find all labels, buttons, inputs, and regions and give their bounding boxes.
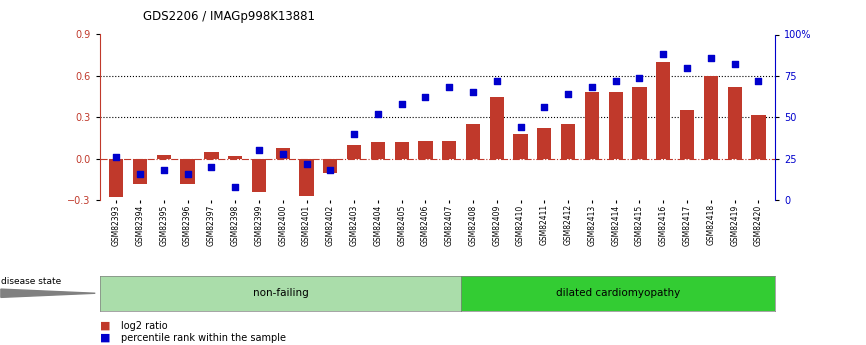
Bar xyxy=(157,155,171,159)
Text: non-failing: non-failing xyxy=(253,288,308,298)
Text: dilated cardiomyopathy: dilated cardiomyopathy xyxy=(556,288,681,298)
Point xyxy=(109,154,123,160)
Point xyxy=(229,184,242,190)
Point xyxy=(514,125,527,130)
Point xyxy=(656,52,670,57)
Point xyxy=(752,78,766,83)
Polygon shape xyxy=(1,289,95,297)
Point xyxy=(490,78,504,83)
Bar xyxy=(300,159,313,196)
Point xyxy=(418,95,432,100)
Bar xyxy=(609,92,623,159)
Bar xyxy=(204,152,218,159)
Point xyxy=(157,168,171,173)
Bar xyxy=(252,159,266,192)
Bar xyxy=(680,110,695,159)
Point xyxy=(133,171,147,176)
Point xyxy=(252,148,266,153)
Point xyxy=(347,131,361,137)
Point xyxy=(275,151,289,157)
Bar xyxy=(228,156,242,159)
Bar xyxy=(132,159,147,184)
Bar xyxy=(466,124,480,159)
Point xyxy=(727,61,741,67)
Bar xyxy=(561,124,575,159)
Bar xyxy=(727,87,742,159)
Text: percentile rank within the sample: percentile rank within the sample xyxy=(121,333,287,343)
Bar xyxy=(395,142,409,159)
Text: GDS2206 / IMAGp998K13881: GDS2206 / IMAGp998K13881 xyxy=(143,10,315,23)
Bar xyxy=(704,76,718,159)
Point xyxy=(395,101,409,107)
Point xyxy=(300,161,313,166)
Bar xyxy=(752,115,766,159)
Bar xyxy=(632,87,647,159)
Point xyxy=(181,171,195,176)
Bar xyxy=(537,128,552,159)
Text: ■: ■ xyxy=(100,333,110,343)
Text: log2 ratio: log2 ratio xyxy=(121,321,168,331)
Point xyxy=(466,90,480,95)
Bar xyxy=(489,97,504,159)
Point xyxy=(204,164,218,170)
Bar xyxy=(180,159,195,184)
Bar xyxy=(585,92,599,159)
Point xyxy=(680,65,694,70)
Point xyxy=(585,85,599,90)
Text: ■: ■ xyxy=(100,321,110,331)
Bar xyxy=(442,141,456,159)
Bar xyxy=(109,159,123,197)
Point xyxy=(632,75,646,80)
Text: disease state: disease state xyxy=(1,277,61,286)
Point xyxy=(561,91,575,97)
Point xyxy=(609,78,623,83)
Bar xyxy=(323,159,338,172)
Bar xyxy=(514,134,527,159)
Point xyxy=(371,111,385,117)
Bar xyxy=(371,142,385,159)
Bar xyxy=(347,145,361,159)
Bar xyxy=(418,141,433,159)
Bar xyxy=(275,148,290,159)
Point xyxy=(704,55,718,60)
Point xyxy=(323,168,337,173)
Point xyxy=(538,105,552,110)
Bar xyxy=(656,62,670,159)
Point xyxy=(443,85,456,90)
